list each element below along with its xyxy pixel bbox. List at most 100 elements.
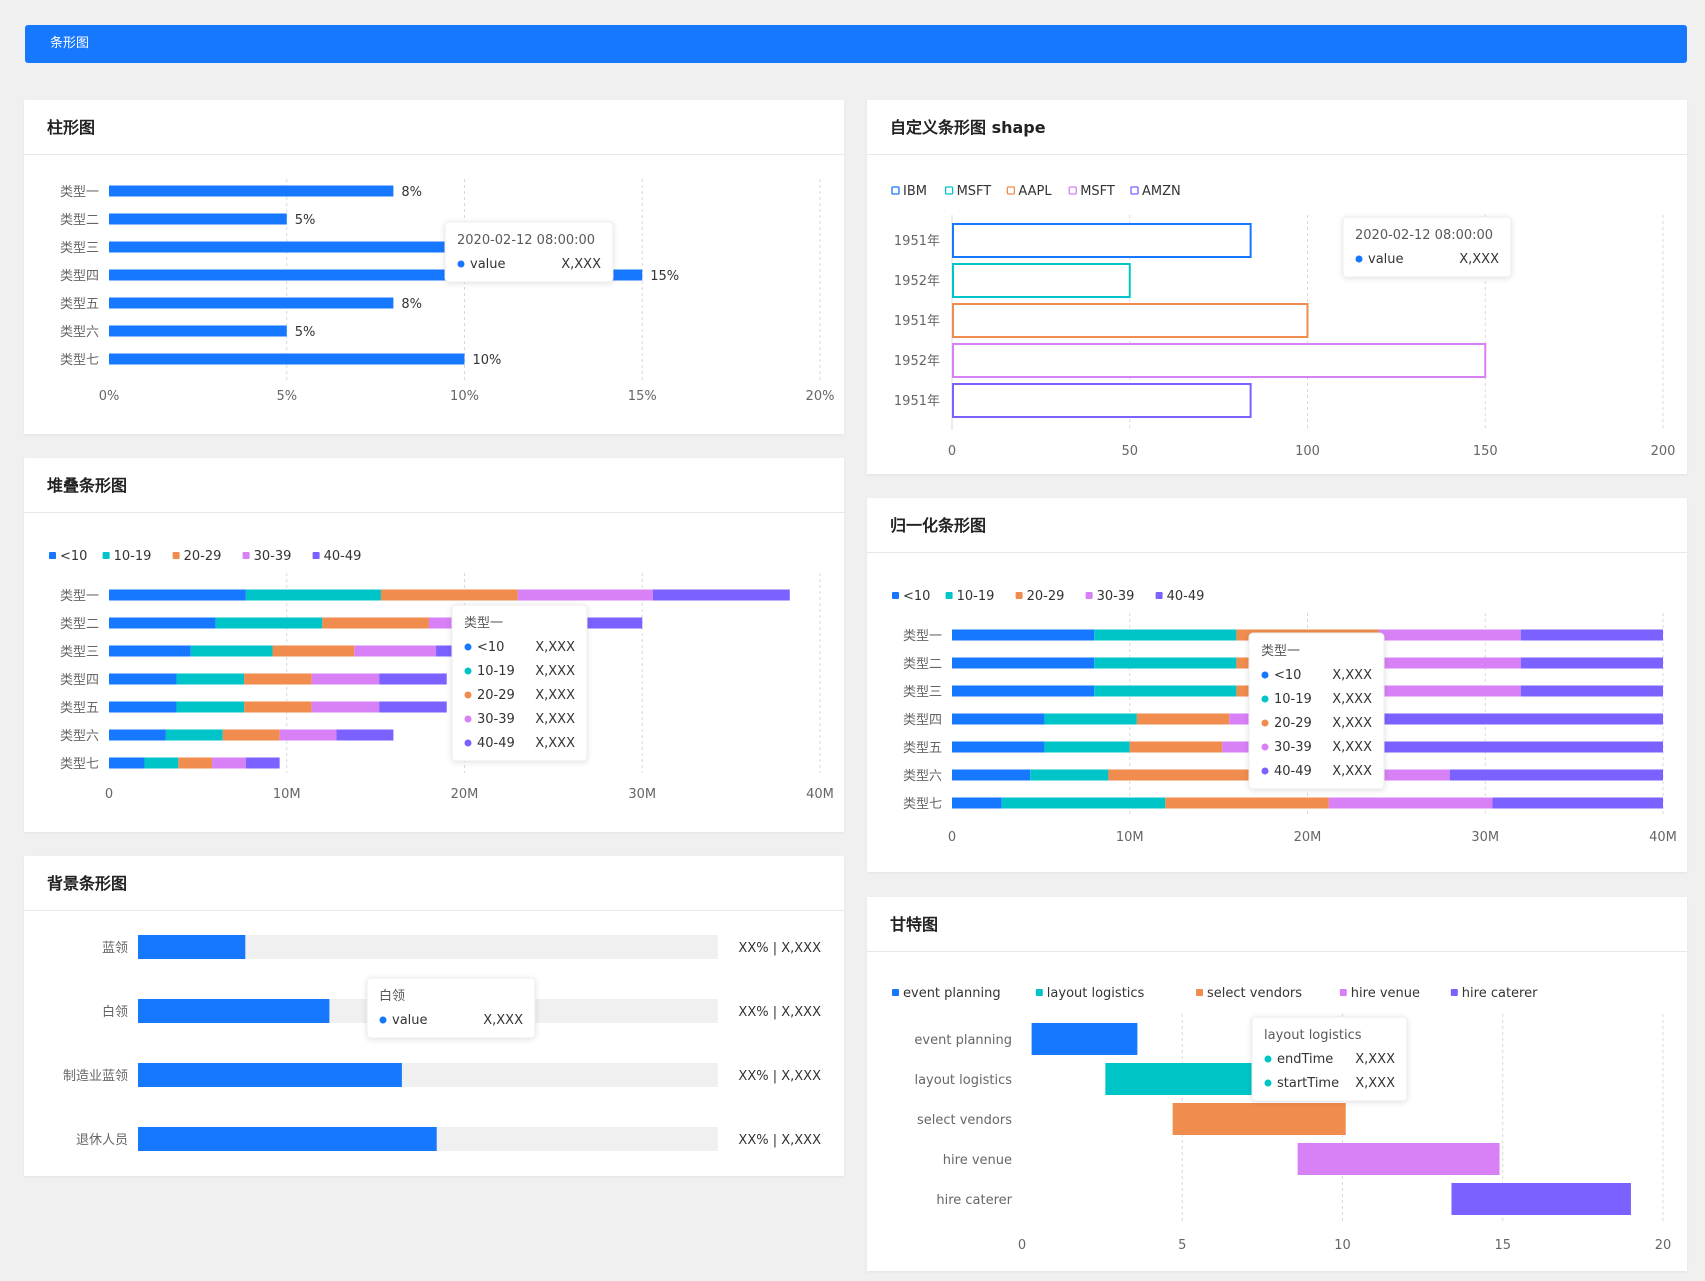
gantt-bar[interactable] [1105, 1063, 1256, 1095]
bar-segment[interactable] [952, 713, 1045, 725]
bar-segment[interactable] [952, 741, 1045, 753]
bar-segment[interactable] [272, 645, 355, 657]
category-label: 1951年 [894, 394, 940, 409]
bar-segment[interactable] [245, 589, 381, 601]
bar-segment[interactable] [311, 701, 380, 713]
category-label: 类型六 [60, 729, 99, 744]
bar-segment[interactable] [244, 673, 312, 685]
bar-segment[interactable] [1094, 629, 1237, 641]
bar-segment[interactable] [109, 757, 145, 769]
x-tick-label: 200 [1651, 444, 1676, 459]
bar-segment[interactable] [379, 673, 447, 685]
bar-segment[interactable] [952, 769, 1031, 781]
bar-segment[interactable] [336, 729, 394, 741]
category-label: 蓝领 [102, 941, 128, 956]
bar-segment[interactable] [1108, 769, 1301, 781]
bar-segment[interactable] [109, 701, 177, 713]
bar-segment[interactable] [176, 673, 245, 685]
bar[interactable] [109, 325, 287, 337]
bar-segment[interactable] [176, 701, 245, 713]
bar-segment[interactable] [212, 757, 246, 769]
gantt-bar[interactable] [1297, 1143, 1500, 1175]
bar-segment[interactable] [279, 729, 337, 741]
custom-bar-chart[interactable]: IBM MSFT AAPL MSFT AMZN 0 50 100 150 200 1951年 1952… [867, 155, 1687, 474]
bar-segment[interactable] [1328, 797, 1493, 809]
bar-segment[interactable] [190, 645, 273, 657]
bar[interactable] [138, 999, 330, 1023]
bar-segment[interactable] [1094, 657, 1237, 669]
bar-segment[interactable] [1314, 741, 1663, 753]
bar-segment[interactable] [1378, 629, 1521, 641]
bar-segment[interactable] [952, 629, 1095, 641]
bar[interactable] [952, 343, 1487, 378]
bar-segment[interactable] [354, 645, 437, 657]
bar-segment[interactable] [244, 701, 312, 713]
x-tick-label: 150 [1473, 444, 1498, 459]
bar-segment[interactable] [1030, 769, 1109, 781]
bar-segment[interactable] [144, 757, 179, 769]
bar[interactable] [138, 1127, 437, 1151]
gantt-bar[interactable] [1451, 1183, 1631, 1215]
bar-segment[interactable] [109, 617, 216, 629]
bar-segment[interactable] [1492, 797, 1663, 809]
bar-segment[interactable] [379, 701, 447, 713]
gantt-bar[interactable] [1031, 1023, 1138, 1055]
bar-segment[interactable] [1001, 797, 1166, 809]
category-label: 类型六 [60, 325, 99, 340]
bar-segment[interactable] [1449, 769, 1663, 781]
gantt-bar[interactable] [1172, 1103, 1346, 1135]
background-bar-chart[interactable]: 蓝领 XX% | X,XXX 白领 XX% | X,XXX 制造业蓝领 XX% | X,X… [24, 911, 844, 1176]
normalized-bar-chart[interactable]: <10 10-19 20-29 30-39 40-490 10M 20M 30M 40M类型一类… [867, 553, 1687, 872]
bar[interactable] [109, 213, 287, 225]
bar-segment[interactable] [380, 589, 518, 601]
bar-segment[interactable] [245, 757, 280, 769]
bar[interactable] [952, 263, 1131, 298]
bar-segment[interactable] [1165, 797, 1329, 809]
gantt-chart[interactable]: event planning layout logistics select ven… [867, 952, 1687, 1271]
bar[interactable] [109, 297, 394, 309]
bar-segment[interactable] [652, 589, 790, 601]
bar[interactable] [138, 1063, 402, 1087]
stacked-bar-chart[interactable]: <10 10-19 20-29 30-39 40-490 10M 20M 30M 40M类型一类… [24, 513, 844, 832]
bar-segment[interactable] [1520, 657, 1663, 669]
bar-segment[interactable] [215, 617, 323, 629]
bar[interactable] [952, 223, 1252, 258]
bar[interactable] [109, 241, 465, 253]
bar-chart[interactable]: 0% 5% 10% 15% 20% 类型一 8% 类型二 5% 类型三 10% 类型四 15% 类型五 8%… [24, 155, 844, 434]
bar-segment[interactable] [322, 617, 429, 629]
bar-segment[interactable] [952, 685, 1095, 697]
data-label: 15% [650, 269, 679, 284]
bar-segment[interactable] [1044, 741, 1130, 753]
legend-marker [892, 989, 899, 996]
legend-marker [1155, 592, 1163, 599]
bar-segment[interactable] [311, 673, 380, 685]
bar-segment[interactable] [109, 673, 177, 685]
bar-segment[interactable] [1044, 713, 1137, 725]
bar[interactable] [952, 303, 1309, 338]
bar[interactable] [109, 185, 394, 197]
bar-segment[interactable] [1520, 629, 1663, 641]
bar-segment[interactable] [952, 657, 1095, 669]
bar-segment[interactable] [1321, 713, 1663, 725]
bar[interactable] [952, 383, 1252, 418]
bar-segment[interactable] [165, 729, 223, 741]
bar-segment[interactable] [109, 729, 166, 741]
bar-segment[interactable] [222, 729, 280, 741]
bar-segment[interactable] [109, 589, 246, 601]
bar-segment[interactable] [535, 617, 643, 629]
category-label: 类型六 [903, 769, 942, 784]
bar-segment[interactable] [1136, 713, 1230, 725]
bar-segment[interactable] [1129, 741, 1223, 753]
bar[interactable] [109, 269, 643, 281]
bar-segment[interactable] [1378, 685, 1521, 697]
bar-segment[interactable] [1378, 657, 1521, 669]
data-label: 5% [295, 213, 316, 228]
bar[interactable] [138, 935, 246, 959]
bar-segment[interactable] [1094, 685, 1237, 697]
bar-segment[interactable] [178, 757, 213, 769]
bar-segment[interactable] [517, 589, 653, 601]
bar-segment[interactable] [1520, 685, 1663, 697]
bar-segment[interactable] [109, 645, 191, 657]
bar-segment[interactable] [952, 797, 1002, 809]
bar[interactable] [109, 353, 465, 365]
